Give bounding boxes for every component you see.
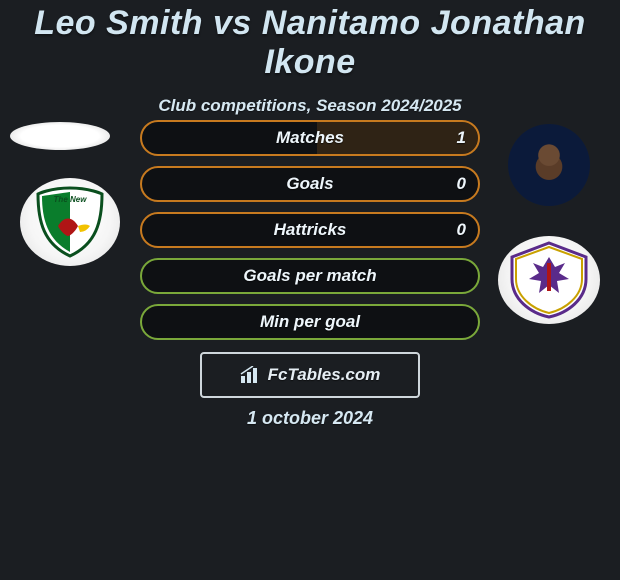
player-right-club-crest xyxy=(498,236,600,324)
stat-value-right: 0 xyxy=(457,168,466,200)
stat-row: Hattricks0 xyxy=(140,212,480,248)
stat-label: Goals per match xyxy=(142,260,478,292)
watermark: FcTables.com xyxy=(200,352,420,398)
stats-list: Matches1Goals0Hattricks0Goals per matchM… xyxy=(140,120,480,350)
tns-crest-icon: The New xyxy=(26,182,114,262)
stat-label: Hattricks xyxy=(142,214,478,246)
stat-row: Goals per match xyxy=(140,258,480,294)
svg-text:The New: The New xyxy=(54,195,88,204)
fiorentina-crest-icon xyxy=(502,239,596,321)
stat-value-right: 0 xyxy=(457,214,466,246)
player-left-avatar xyxy=(10,122,110,150)
stat-value-right: 1 xyxy=(457,122,466,154)
avatar-face-icon xyxy=(508,124,590,206)
bar-chart-icon xyxy=(240,366,262,384)
player-right-avatar xyxy=(508,124,590,206)
page-title: Leo Smith vs Nanitamo Jonathan Ikone xyxy=(0,0,620,82)
comparison-card: { "header": { "title": "Leo Smith vs Nan… xyxy=(0,0,620,580)
stat-label: Goals xyxy=(142,168,478,200)
stat-label: Min per goal xyxy=(142,306,478,338)
stat-row: Matches1 xyxy=(140,120,480,156)
stat-label: Matches xyxy=(142,122,478,154)
stat-row: Min per goal xyxy=(140,304,480,340)
player-left-club-crest: The New xyxy=(20,178,120,266)
watermark-text: FcTables.com xyxy=(268,365,381,385)
comparison-date: 1 october 2024 xyxy=(0,408,620,429)
stat-row: Goals0 xyxy=(140,166,480,202)
page-subtitle: Club competitions, Season 2024/2025 xyxy=(0,96,620,116)
